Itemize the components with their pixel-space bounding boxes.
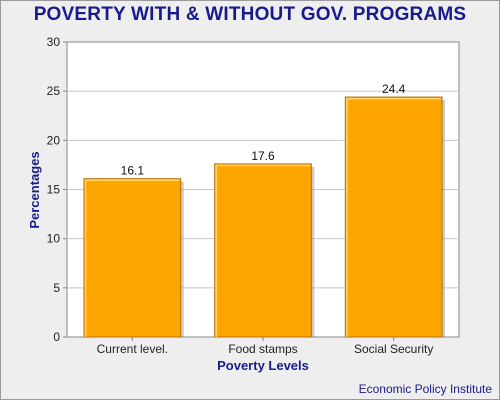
bar-fill	[344, 96, 443, 338]
y-tick-label: 15	[47, 183, 61, 197]
chart-title: POVERTY WITH & WITHOUT GOV. PROGRAMS	[33, 4, 467, 25]
y-tick-label: 5	[53, 281, 60, 295]
bar-fill	[214, 163, 312, 338]
bar	[344, 96, 446, 338]
x-tick-label: Social Security	[354, 342, 433, 356]
y-tick-label: 20	[47, 133, 61, 147]
x-axis-ticks: Current level. Food stamps Social Security	[97, 337, 433, 356]
y-tick-label: 0	[53, 330, 60, 344]
y-tick-label: 10	[47, 232, 61, 246]
y-axis-title: Percentages	[27, 151, 42, 228]
bar-fill	[83, 178, 182, 338]
x-axis-title: Poverty Levels	[217, 358, 309, 373]
data-label: 17.6	[251, 149, 275, 163]
bar	[214, 163, 315, 338]
data-labels: 16.1 17.6 24.4	[121, 82, 406, 178]
bar	[83, 178, 184, 338]
y-axis-ticks: 0 5 10 15 20 25 30	[47, 35, 67, 344]
y-tick-label: 25	[47, 84, 61, 98]
data-label: 16.1	[121, 164, 145, 178]
x-tick-label: Food stamps	[228, 342, 297, 356]
y-tick-label: 30	[47, 35, 61, 49]
x-tick-label: Current level.	[97, 342, 168, 356]
source-note: Economic Policy Institute	[358, 382, 492, 396]
data-label: 24.4	[382, 82, 406, 96]
bars	[83, 96, 446, 338]
